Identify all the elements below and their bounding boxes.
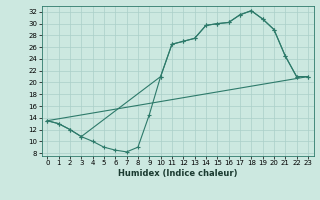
X-axis label: Humidex (Indice chaleur): Humidex (Indice chaleur) [118, 169, 237, 178]
